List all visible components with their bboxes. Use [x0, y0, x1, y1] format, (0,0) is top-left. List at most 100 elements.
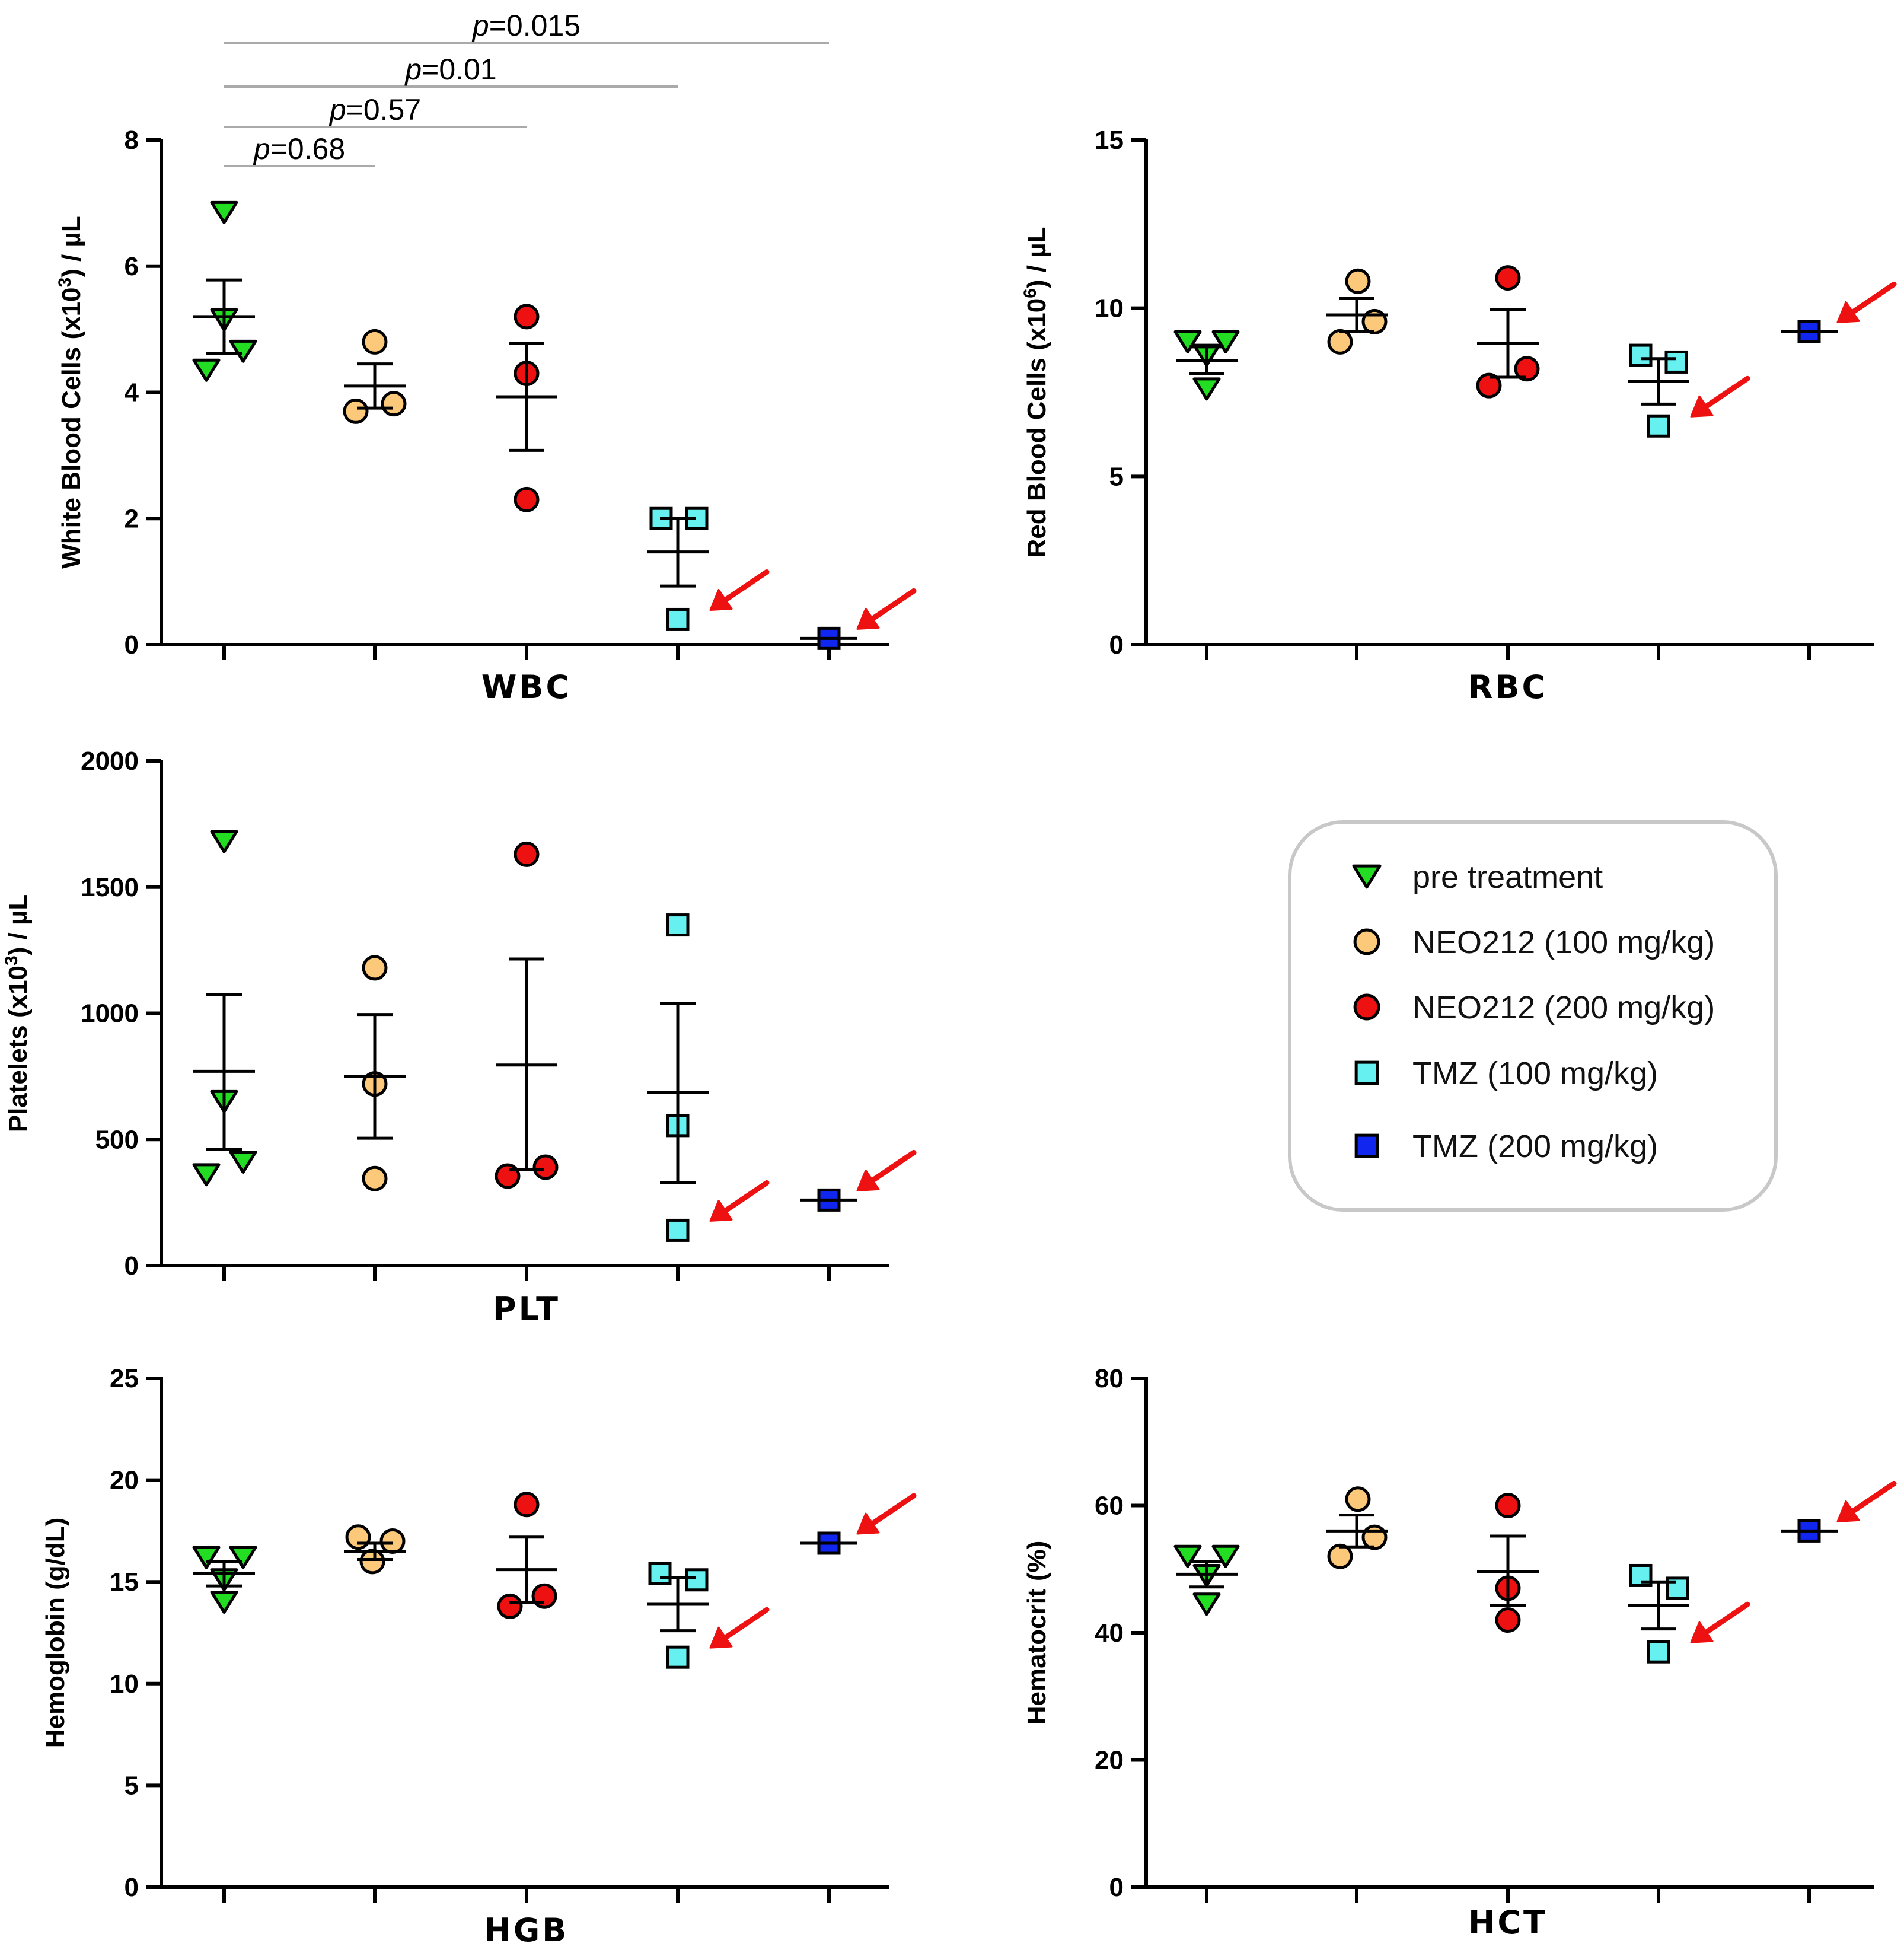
arrow-head	[709, 1199, 733, 1222]
hgb-point-tmz-100-mg-kg	[685, 1568, 709, 1592]
arrow-head	[1836, 1500, 1860, 1522]
hgb-point-tmz-100-mg-kg	[648, 1562, 672, 1585]
rbc-point-neo212-200-mg-kg	[1476, 372, 1502, 399]
y-tick-label: 0	[1109, 630, 1124, 660]
legend-label-tmz-200-mg-kg: TMZ (200 mg/kg)	[1412, 1129, 1658, 1164]
rbc-arrow-tmz-200-mg-kg	[1836, 281, 1897, 323]
y-axis-label: Red Blood Cells (x106) / µL	[1020, 227, 1051, 558]
wbc-point-pre-treatment	[192, 358, 221, 382]
plt-point-neo212-200-mg-kg	[532, 1154, 559, 1180]
legend-label-pre-treatment: pre treatment	[1412, 859, 1603, 895]
wbc-point-neo212-200-mg-kg	[514, 304, 540, 330]
hgb-point-neo212-100-mg-kg	[379, 1528, 406, 1554]
y-tick-label: 1500	[81, 873, 139, 902]
hgb-point-neo212-200-mg-kg	[531, 1583, 557, 1609]
arrow-head	[1690, 1621, 1714, 1643]
rbc-point-neo212-200-mg-kg	[1514, 356, 1540, 382]
y-axis-label: Hemoglobin (g/dL)	[41, 1518, 70, 1748]
legend-marker-tmz-200-mg-kg	[1354, 1133, 1379, 1158]
y-tick-label: 0	[125, 630, 139, 660]
plt-point-pre-treatment	[192, 1163, 221, 1187]
series-neo212-200-mg-kg	[1477, 1493, 1539, 1633]
p-value-label: p=0.01	[404, 53, 496, 86]
y-tick-label: 0	[125, 1251, 139, 1280]
arrow-shaft	[1699, 1601, 1750, 1638]
legend-label-neo212-200-mg-kg: NEO212 (200 mg/kg)	[1412, 990, 1715, 1025]
series-pre-treatment	[1173, 1544, 1240, 1616]
y-tick-label: 0	[125, 1873, 139, 1902]
panel-hct: 0 20 40 60 80 HCT Hematocrit (%)	[1022, 1364, 1897, 1941]
wbc-point-pre-treatment	[229, 339, 257, 363]
p-value-label: p=0.57	[329, 93, 421, 126]
arrow-head	[856, 1169, 880, 1191]
legend-marker-pre-treatment	[1352, 864, 1382, 889]
panel-plt: 0 500 1000 1500 2000 PLT Platelets (x103) / µL	[2, 747, 917, 1328]
hct-point-tmz-100-mg-kg	[1647, 1640, 1670, 1664]
series-neo212-200-mg-kg	[496, 304, 557, 512]
y-axis-label-part: ) / µL	[57, 216, 86, 278]
series-tmz-100-mg-kg	[647, 1562, 709, 1669]
hct-point-pre-treatment	[1211, 1544, 1240, 1568]
hct-point-neo212-200-mg-kg	[1495, 1493, 1521, 1518]
x-axis-label: HCT	[1468, 1904, 1548, 1941]
p-value-number: =0.015	[489, 9, 581, 42]
hgb-point-neo212-200-mg-kg	[497, 1593, 523, 1619]
wbc-arrow-tmz-100-mg-kg	[709, 569, 770, 611]
hgb-point-neo212-200-mg-kg	[514, 1492, 540, 1518]
y-tick-label: 20	[1095, 1746, 1124, 1775]
p-value-label: p=0.015	[471, 9, 581, 42]
y-axis-label-superscript: 3	[2, 955, 21, 966]
rbc-point-tmz-100-mg-kg	[1629, 343, 1653, 367]
y-tick-label: 20	[110, 1466, 139, 1495]
series-neo212-100-mg-kg	[1326, 268, 1388, 355]
legend-box	[1288, 820, 1778, 1212]
arrow-shaft	[865, 1493, 917, 1530]
x-axis-label: WBC	[481, 668, 572, 706]
y-axis-label-part: ) / µL	[4, 894, 33, 956]
rbc-point-tmz-100-mg-kg	[1647, 414, 1670, 438]
x-axis-label: RBC	[1468, 668, 1548, 706]
series-neo212-100-mg-kg	[343, 329, 407, 424]
series-tmz-100-mg-kg	[1628, 1563, 1689, 1664]
hct-arrow-tmz-200-mg-kg	[1836, 1480, 1897, 1522]
hct-point-pre-treatment	[1173, 1544, 1202, 1568]
y-axis-label-superscript: 6	[1020, 288, 1040, 298]
plt-point-tmz-100-mg-kg	[666, 913, 690, 937]
wbc-point-neo212-200-mg-kg	[514, 486, 540, 512]
rbc-point-pre-treatment	[1192, 377, 1221, 401]
plt-point-neo212-100-mg-kg	[362, 955, 388, 981]
arrow-shaft	[718, 1607, 770, 1643]
arrow-shaft	[1845, 281, 1897, 318]
y-tick-label: 40	[1095, 1619, 1124, 1648]
hgb-arrow-tmz-200-mg-kg	[856, 1493, 917, 1535]
p-value-symbol: p	[329, 93, 346, 126]
p-value-symbol: p	[404, 53, 422, 86]
y-tick-label: 0	[1109, 1873, 1124, 1902]
series-tmz-200-mg-kg	[800, 626, 857, 650]
series-neo212-200-mg-kg	[1476, 265, 1540, 399]
plt-arrow-tmz-100-mg-kg	[709, 1180, 770, 1222]
arrow-shaft	[718, 1180, 770, 1216]
arrow-shaft	[1845, 1480, 1897, 1517]
y-tick-label: 10	[110, 1670, 139, 1699]
p-value-label: p=0.68	[253, 132, 345, 165]
series-tmz-100-mg-kg	[647, 913, 709, 1242]
series-neo212-200-mg-kg	[495, 841, 559, 1189]
hgb-point-pre-treatment	[192, 1546, 221, 1569]
y-tick-label: 5	[1109, 462, 1124, 491]
plt-point-pre-treatment	[210, 830, 238, 853]
y-tick-label: 8	[125, 126, 139, 155]
y-axis-label-part: Hemoglobin (g/dL)	[41, 1518, 70, 1748]
y-tick-label: 4	[125, 378, 139, 407]
series-pre-treatment	[192, 200, 257, 382]
arrow-head	[1690, 395, 1714, 418]
rbc-point-pre-treatment	[1211, 330, 1240, 353]
hct-point-neo212-200-mg-kg	[1495, 1607, 1521, 1633]
wbc-arrow-tmz-200-mg-kg	[856, 588, 917, 630]
y-tick-label: 6	[125, 252, 139, 281]
p-value-number: =0.68	[270, 132, 346, 165]
plt-point-neo212-200-mg-kg	[495, 1163, 521, 1189]
y-tick-label: 5	[125, 1771, 139, 1800]
